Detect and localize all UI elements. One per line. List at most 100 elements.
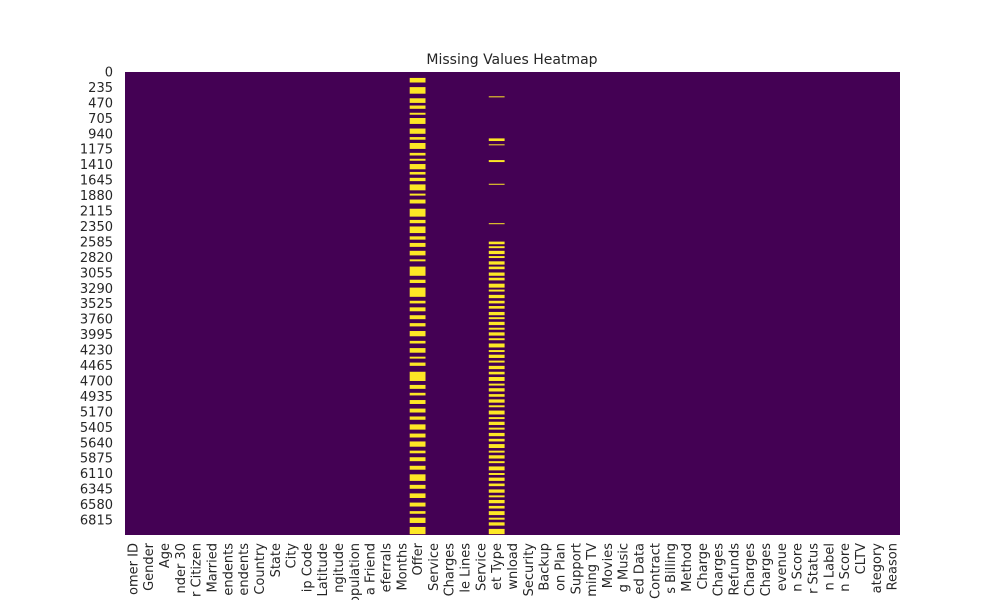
x-tick-label: Married [205, 543, 220, 593]
missing-mark [488, 365, 505, 370]
y-tick-label: 3055 [80, 266, 113, 281]
missing-mark [488, 354, 505, 358]
y-tick-label: 940 [88, 127, 113, 142]
missing-mark [409, 356, 426, 359]
missing-mark [488, 256, 505, 259]
x-tick-label: CLTV [854, 543, 869, 574]
missing-mark [488, 444, 505, 449]
x-tick-label: g Music [617, 543, 632, 592]
missing-mark [409, 208, 426, 217]
missing-mark [409, 184, 426, 191]
missing-mark [488, 327, 505, 330]
missing-mark [488, 283, 505, 288]
y-tick-label: 4700 [80, 374, 113, 389]
y-tick-label: 3525 [80, 297, 113, 312]
missing-mark [488, 350, 505, 353]
missing-mark [409, 226, 426, 234]
x-tick-label: n Score [838, 543, 853, 592]
missing-mark [488, 499, 505, 504]
missing-mark [409, 441, 426, 447]
missing-mark [488, 383, 505, 386]
missing-mark [409, 502, 426, 507]
x-tick-label: endents [221, 543, 236, 596]
missing-mark [488, 317, 505, 320]
x-tick-label: City [285, 543, 300, 569]
missing-mark [409, 112, 426, 115]
missing-mark [409, 371, 426, 381]
missing-mark [488, 311, 505, 316]
missing-mark [409, 259, 426, 262]
y-tick-label: 5170 [80, 405, 113, 420]
x-tick-label: ngitude [332, 543, 347, 593]
missing-mark [488, 505, 505, 509]
missing-mark [488, 96, 505, 98]
missing-mark [409, 171, 426, 175]
y-tick-label: 1880 [80, 189, 113, 204]
y-tick-label: 2350 [80, 220, 113, 235]
x-tick-label: Age [158, 543, 173, 568]
missing-mark [409, 450, 426, 454]
x-tick-label: State [269, 543, 284, 577]
missing-mark [488, 473, 505, 475]
missing-mark [488, 455, 505, 459]
missing-mark [488, 261, 505, 265]
missing-mark [409, 287, 426, 297]
x-tick-label: Contract [648, 543, 663, 599]
missing-mark [488, 246, 505, 249]
missing-mark [488, 438, 505, 442]
x-tick-label: Method [680, 543, 695, 592]
missing-mark [488, 495, 505, 498]
x-tick-label: on Plan [553, 543, 568, 591]
missing-mark [409, 77, 426, 83]
heatmap-background [125, 72, 900, 535]
x-tick-label: Charges [712, 543, 727, 597]
missing-mark [409, 152, 426, 156]
y-tick-label: 1645 [80, 174, 113, 189]
missing-mark [409, 128, 426, 134]
missing-mark [409, 424, 426, 430]
missing-mark [409, 193, 426, 196]
missing-mark [409, 105, 426, 109]
y-tick-label: 5640 [80, 436, 113, 451]
x-tick-label: ip Code [300, 543, 315, 592]
missing-mark [488, 300, 505, 304]
missing-mark [488, 272, 505, 276]
missing-mark [409, 250, 426, 256]
missing-mark [409, 465, 426, 470]
missing-mark [488, 332, 505, 336]
missing-mark [488, 241, 505, 245]
missing-mark [488, 528, 505, 535]
missing-mark [409, 517, 426, 523]
missing-mark [409, 177, 426, 182]
x-tick-label: r Citizen [190, 543, 205, 597]
y-tick-label: 6345 [80, 483, 113, 498]
missing-mark [409, 392, 426, 396]
missing-mark [409, 362, 426, 366]
x-tick-label: r Status [807, 543, 822, 594]
x-tick-label: ed Data [633, 543, 648, 594]
x-tick-label: et Type [490, 543, 505, 590]
x-tick-label: omer ID [126, 543, 141, 595]
y-tick-label: 6110 [80, 467, 113, 482]
missing-mark [488, 410, 505, 415]
x-tick-label: n Label [822, 543, 837, 590]
missing-mark [409, 158, 426, 161]
missing-mark [488, 427, 505, 430]
missing-mark [409, 242, 426, 247]
y-tick-label: 3995 [80, 328, 113, 343]
y-tick-label: 6580 [80, 498, 113, 513]
x-tick-label: Charges [743, 543, 758, 597]
missing-mark [488, 294, 505, 299]
y-tick-label: 470 [88, 96, 113, 111]
x-tick-label: Charges [759, 543, 774, 597]
x-tick-label: ategory [870, 543, 885, 594]
missing-mark [409, 323, 426, 327]
y-tick-label: 705 [88, 112, 113, 127]
missing-mark [409, 219, 426, 224]
missing-mark [409, 340, 426, 344]
y-tick-label: 3760 [80, 313, 113, 328]
x-tick-label: endents [237, 543, 252, 596]
missing-mark [488, 517, 505, 520]
missing-mark [409, 266, 426, 276]
missing-mark [488, 277, 505, 281]
